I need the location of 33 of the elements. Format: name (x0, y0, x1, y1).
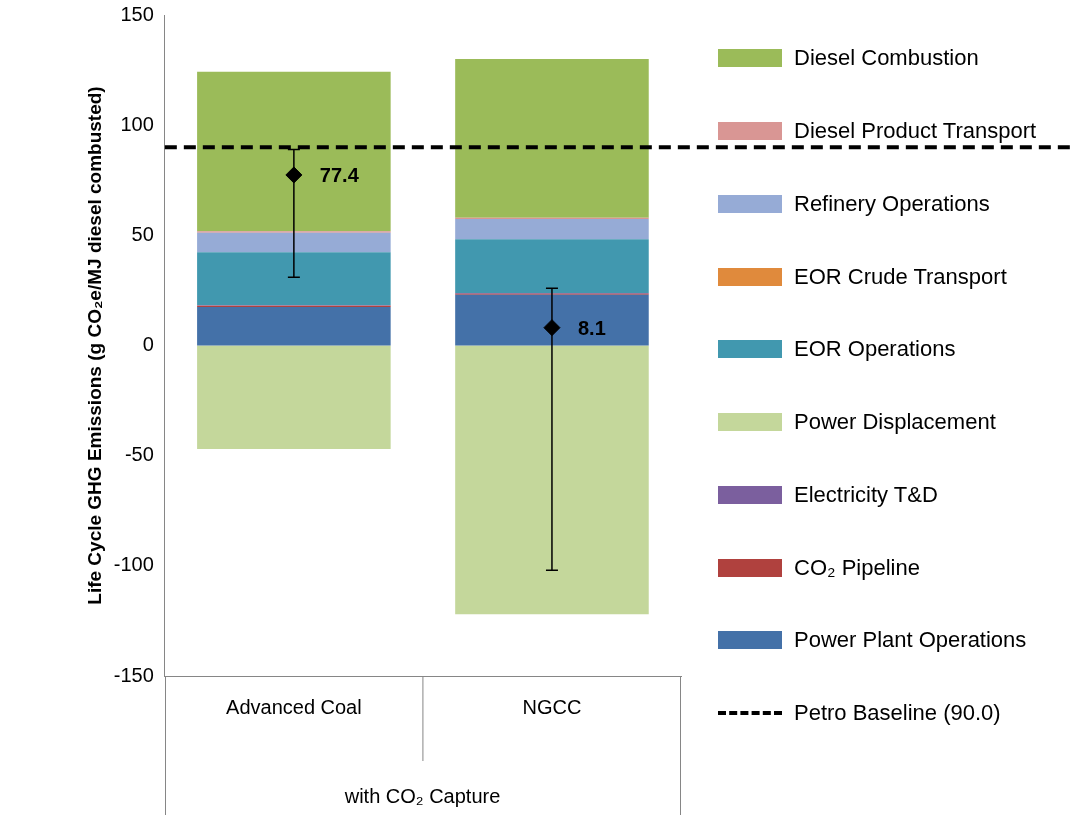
legend-label: Petro Baseline (90.0) (794, 700, 1001, 727)
x-tick-label: Advanced Coal (226, 695, 362, 718)
legend-label: Power Plant Operations (794, 627, 1027, 654)
y-tick-label: 150 (120, 2, 154, 25)
bar (197, 232, 391, 253)
y-tick-label: 0 (142, 333, 154, 356)
legend-label: Refinery Operations (794, 190, 990, 217)
x-tick-label: NGCC (522, 695, 582, 718)
bar (197, 306, 391, 346)
legend-label: CO₂ Pipeline (794, 554, 920, 581)
legend-label: EOR Crude Transport (794, 263, 1007, 290)
legend-label: EOR Operations (794, 336, 956, 363)
data-label: 77.4 (319, 164, 360, 187)
text: with CO₂ Capture (343, 785, 502, 808)
bar (197, 345, 391, 450)
bar (455, 345, 649, 615)
legend-label: Electricity T&D (794, 481, 938, 508)
bar (197, 71, 391, 232)
legend-label: Diesel Product Transport (794, 118, 1037, 145)
data-label: 8.1 (577, 317, 606, 340)
y-tick-label: 50 (131, 222, 154, 245)
bar (455, 239, 649, 294)
y-tick-label: -50 (124, 443, 154, 466)
y-tick-label: -150 (113, 663, 154, 686)
bar (197, 252, 391, 306)
bar (455, 294, 649, 346)
bar (455, 59, 649, 218)
y-tick-label: 100 (120, 112, 154, 135)
y-tick-label: -100 (113, 553, 154, 576)
y-axis-title: Life Cycle GHG Emissions (g CO₂e/MJ diesel combusted) (83, 86, 105, 605)
legend-label: Power Displacement (794, 409, 996, 436)
bar (455, 219, 649, 240)
legend-label: Diesel Combustion (794, 45, 979, 72)
